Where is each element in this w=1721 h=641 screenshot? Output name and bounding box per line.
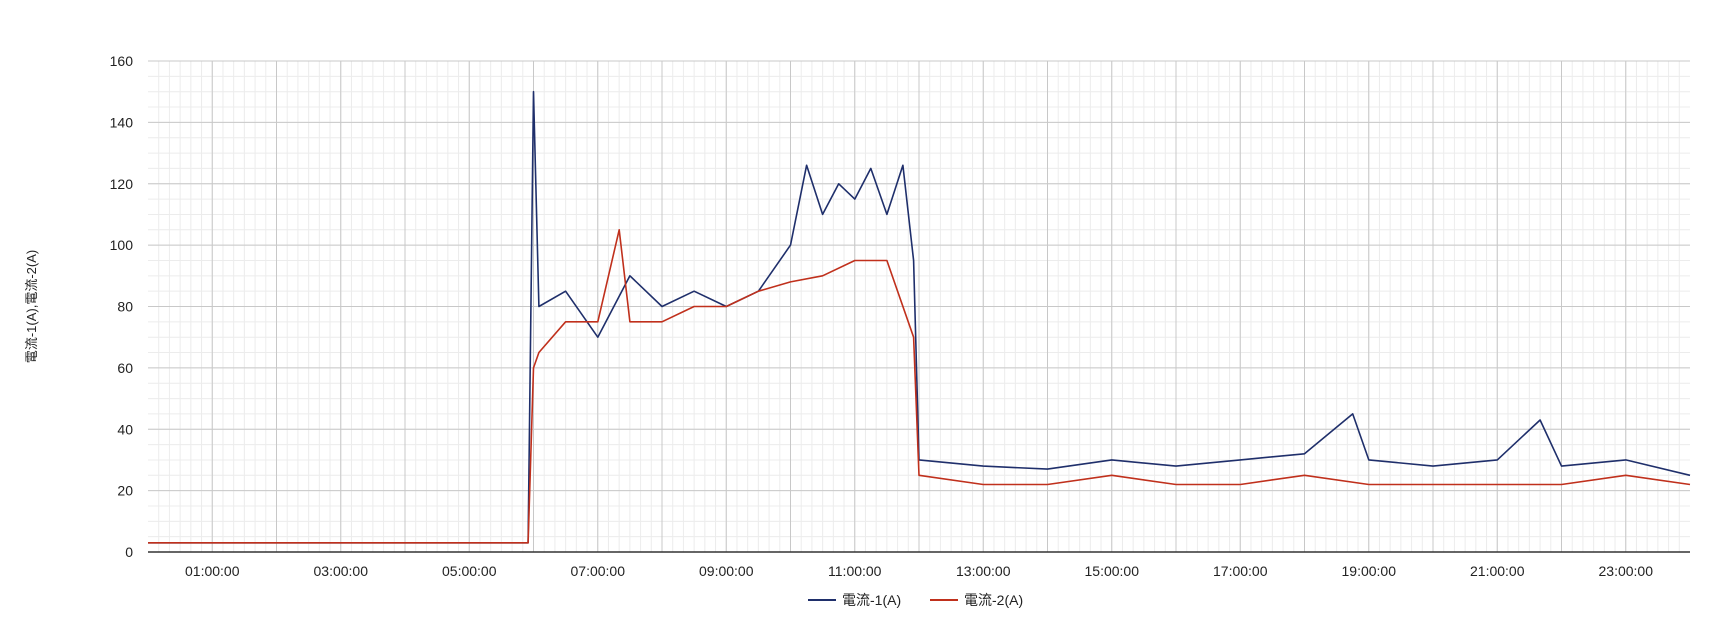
x-tick-label: 11:00:00: [828, 563, 882, 579]
y-tick-label: 140: [110, 114, 134, 130]
x-tick-label: 01:00:00: [185, 563, 240, 579]
legend-label: 電流-1(A): [842, 592, 901, 608]
y-tick-label: 40: [117, 421, 133, 437]
x-tick-label: 09:00:00: [699, 563, 754, 579]
y-tick-label: 100: [110, 237, 134, 253]
legend-label: 電流-2(A): [964, 592, 1023, 608]
series-line-1: [148, 90, 1691, 544]
x-tick-label: 13:00:00: [956, 563, 1011, 579]
x-tick-label: 03:00:00: [314, 563, 369, 579]
series-layer: [148, 90, 1691, 544]
y-axis-title: 電流-1(A),電流-2(A): [24, 250, 39, 363]
x-tick-label: 17:00:00: [1213, 563, 1268, 579]
x-tick-label: 15:00:00: [1085, 563, 1140, 579]
y-axis-ticks: 0 20 40 60 80 100 120 140 160: [110, 53, 134, 560]
x-tick-label: 07:00:00: [571, 563, 626, 579]
y-tick-label: 160: [110, 53, 134, 69]
x-axis-ticks: 01:00:00 03:00:00 05:00:00 07:00:00 09:00:00…: [185, 563, 1653, 579]
series-line-2: [148, 229, 1691, 544]
x-tick-label: 19:00:00: [1342, 563, 1397, 579]
x-tick-label: 23:00:00: [1599, 563, 1654, 579]
y-tick-label: 80: [117, 299, 133, 315]
y-tick-label: 120: [110, 176, 134, 192]
x-tick-label: 05:00:00: [442, 563, 497, 579]
y-tick-label: 60: [117, 360, 133, 376]
major-gridlines: [148, 60, 1690, 553]
y-tick-label: 20: [117, 483, 133, 499]
legend: 電流-1(A) 電流-2(A): [808, 592, 1023, 608]
x-tick-label: 21:00:00: [1470, 563, 1525, 579]
y-tick-label: 0: [125, 544, 133, 560]
